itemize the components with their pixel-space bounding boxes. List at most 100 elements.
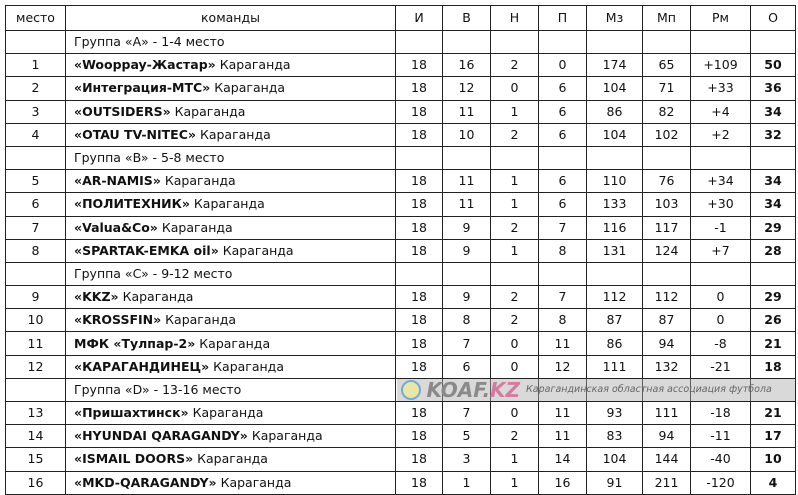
column-header: П [538, 5, 587, 31]
stat-w: 7 [442, 400, 491, 426]
stat-w: 9 [442, 215, 491, 240]
column-header: Мп [642, 5, 691, 31]
stat-gd: +4 [690, 99, 751, 124]
stat-pts: 34 [750, 169, 796, 194]
stat-pts: 26 [750, 308, 796, 333]
table-row: 16 «MKD-QARAGANDY» Караганда 18 1 1 16 91 211 -1… [5, 470, 796, 495]
team-city: Караганда [192, 405, 264, 421]
stat-i: 18 [395, 99, 443, 124]
place: 3 [5, 99, 66, 124]
team-city: Караганда [213, 358, 284, 374]
stat-l: 8 [538, 308, 587, 333]
place: 10 [5, 308, 66, 333]
column-header: Мз [586, 5, 643, 31]
team-city: Караганда [251, 428, 323, 444]
watermark: KOAF.KZ Карагандинская областная ассоциа… [396, 379, 795, 401]
stat-ga: 103 [642, 192, 691, 217]
stat-pts: 4 [750, 470, 796, 495]
team-name: «ПОЛИТЕХНИК» [74, 196, 190, 212]
stat-gd: -21 [690, 354, 751, 379]
team-name: «HYUNDAI QARAGANDY» [74, 428, 248, 444]
stat-d: 2 [490, 122, 539, 147]
column-header: место [5, 5, 66, 31]
stat-l: 7 [538, 215, 587, 240]
stat-i: 18 [395, 447, 443, 472]
stat-l: 6 [538, 122, 587, 147]
team-city: Караганда [199, 126, 271, 142]
place: 5 [5, 169, 66, 194]
team-name: «AR-NAMIS» [74, 173, 161, 189]
place: 4 [5, 122, 66, 147]
stat-i: 18 [395, 215, 443, 240]
stat-pts: 10 [750, 447, 796, 472]
stat-w: 7 [442, 331, 491, 356]
column-header: Рм [690, 5, 751, 31]
stat-w: 11 [442, 192, 491, 217]
team-city: Караганда [161, 219, 233, 235]
stat-ga: 76 [642, 169, 691, 194]
team-name: «Пришахтинск» [74, 405, 189, 421]
team-city: Караганда [222, 242, 294, 258]
stat-gd: +7 [690, 238, 751, 263]
stat-ga: 102 [642, 122, 691, 147]
stat-gf: 86 [586, 331, 643, 356]
stat-i: 18 [395, 53, 443, 78]
stat-gf: 131 [586, 238, 643, 263]
group-label: Группа «C» - 9-12 место [65, 261, 396, 287]
stat-d: 2 [490, 215, 539, 240]
table-row: 2 «Интеграция-МТС» Караганда 18 12 0 6 104 71 +3… [5, 76, 796, 101]
stat-gd: +34 [690, 169, 751, 194]
stat-ga: 94 [642, 424, 691, 449]
team-cell: «OTAU TV-NITEC» Караганда [65, 122, 396, 147]
group-label: Группа «D» - 13-16 место [65, 377, 396, 403]
place: 14 [5, 424, 66, 449]
stat-i: 18 [395, 238, 443, 263]
team-cell: «KROSSFIN» Караганда [65, 308, 396, 333]
stat-w: 11 [442, 169, 491, 194]
team-city: Караганда [174, 103, 246, 119]
place: 11 [5, 331, 66, 356]
stat-pts: 34 [750, 192, 796, 217]
stat-w: 11 [442, 99, 491, 124]
team-city: Караганда [199, 335, 271, 351]
stat-ga: 211 [642, 470, 691, 495]
team-city: Караганда [164, 173, 236, 189]
stat-gd: -40 [690, 447, 751, 472]
stat-l: 16 [538, 470, 587, 495]
stat-i: 18 [395, 400, 443, 426]
stat-l: 6 [538, 192, 587, 217]
team-cell: «KKZ» Караганда [65, 285, 396, 310]
team-name: «KKZ» [74, 289, 119, 305]
stat-pts: 32 [750, 122, 796, 147]
table-row: 14 «HYUNDAI QARAGANDY» Караганда 18 5 2 11 83 9… [5, 424, 796, 449]
stat-pts: 21 [750, 331, 796, 356]
stat-gd: 0 [690, 285, 751, 310]
team-cell: «ПОЛИТЕХНИК» Караганда [65, 192, 396, 217]
stat-gf: 87 [586, 308, 643, 333]
stat-ga: 132 [642, 354, 691, 379]
stat-l: 11 [538, 331, 587, 356]
team-cell: «Пришахтинск» Караганда [65, 400, 396, 426]
stat-i: 18 [395, 285, 443, 310]
team-city: Караганда [220, 474, 292, 490]
stat-d: 1 [490, 447, 539, 472]
stat-d: 1 [490, 99, 539, 124]
team-city: Караганда [193, 196, 265, 212]
stat-i: 18 [395, 470, 443, 495]
team-city: Караганда [197, 451, 268, 467]
stat-pts: 34 [750, 99, 796, 124]
standings-table: место команды И В Н П Мз Мп Рм О Группа «A» - 1-4… [5, 5, 796, 495]
stat-i: 18 [395, 169, 443, 194]
stat-ga: 71 [642, 76, 691, 101]
team-cell: «Valua&Co» Караганда [65, 215, 396, 240]
group-label: Группа «A» - 1-4 место [65, 29, 396, 55]
table-row: 6 «ПОЛИТЕХНИК» Караганда 18 11 1 6 133 103 +30 34 [5, 192, 796, 217]
stat-gd: -11 [690, 424, 751, 449]
stat-ga: 144 [642, 447, 691, 472]
table-row: 5 «AR-NAMIS» Караганда 18 11 1 6 110 76 +34 34 [5, 169, 796, 194]
stat-d: 2 [490, 424, 539, 449]
stat-i: 18 [395, 331, 443, 356]
column-header: Н [490, 5, 539, 31]
table-row: 3 «OUTSIDERS» Караганда 18 11 1 6 86 82 +4 34 [5, 99, 796, 124]
place: 13 [5, 400, 66, 426]
